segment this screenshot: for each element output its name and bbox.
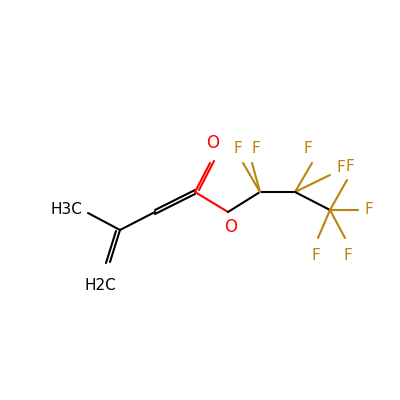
Text: F: F [336,160,345,176]
Text: F: F [252,141,260,156]
Text: H2C: H2C [84,278,116,293]
Text: O: O [206,134,220,152]
Text: F: F [365,202,374,218]
Text: F: F [312,248,320,263]
Text: O: O [224,218,238,236]
Text: H3C: H3C [50,202,82,218]
Text: F: F [346,159,354,174]
Text: F: F [344,248,352,263]
Text: F: F [234,141,242,156]
Text: F: F [304,141,312,156]
